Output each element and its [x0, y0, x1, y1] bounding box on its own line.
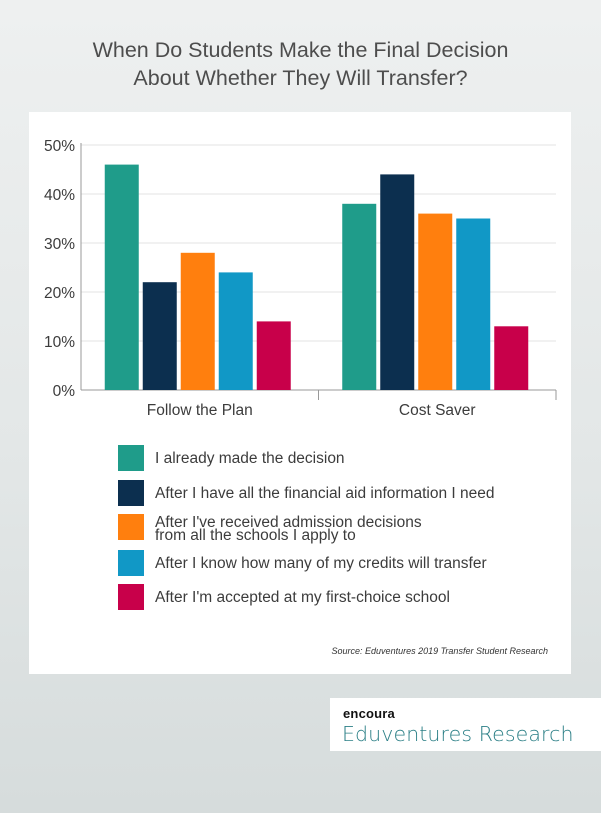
- legend-label-line-1: After I've received admission decisions: [155, 514, 422, 531]
- bar: [142, 282, 177, 390]
- legend-swatch: [118, 514, 144, 540]
- y-tick-label: 40%: [44, 187, 75, 204]
- brand-logo: encoura Eduventures Research: [330, 698, 601, 751]
- bar: [180, 252, 215, 390]
- legend-label: After I'm accepted at my first-choice sc…: [155, 589, 450, 606]
- legend-label: After I have all the financial aid infor…: [155, 485, 495, 502]
- x-tick-label: Cost Saver: [399, 402, 476, 419]
- bar: [418, 213, 453, 390]
- legend-swatch: [118, 480, 144, 506]
- legend-label-line-2: from all the schools I apply to: [155, 527, 356, 544]
- title-line-2: About Whether They Will Transfer?: [133, 66, 468, 90]
- legend-label: After I know how many of my credits will…: [155, 555, 487, 572]
- bar-chart: 0% 10% 20% 30% 40% 50% Follow the Plan Cost Sav…: [44, 138, 557, 419]
- legend-swatch: [118, 550, 144, 576]
- source-note: Source: Eduventures 2019 Transfer Studen…: [331, 646, 548, 656]
- brand-eduventures: Eduventures Research: [342, 722, 574, 746]
- y-tick-label: 10%: [44, 334, 75, 351]
- bar: [342, 203, 377, 390]
- y-tick-label: 50%: [44, 138, 75, 155]
- y-tick-label: 30%: [44, 236, 75, 253]
- bar: [256, 321, 291, 390]
- x-tick-label: Follow the Plan: [147, 402, 253, 419]
- bar: [456, 218, 491, 390]
- bar: [494, 326, 529, 390]
- legend-swatch: [118, 584, 144, 610]
- bar: [104, 164, 139, 390]
- legend-swatch: [118, 445, 144, 471]
- title-line-1: When Do Students Make the Final Decision: [92, 38, 509, 62]
- bar: [380, 174, 415, 390]
- y-tick-label: 20%: [44, 285, 75, 302]
- chart-title: When Do Students Make the Final Decision…: [0, 36, 601, 92]
- legend-label: I already made the decision: [155, 450, 345, 467]
- brand-encoura: encoura: [343, 706, 395, 721]
- bar: [218, 272, 253, 390]
- y-tick-label: 0%: [53, 383, 76, 400]
- chart-card: 0% 10% 20% 30% 40% 50% Follow the Plan Cost Sav…: [29, 112, 571, 674]
